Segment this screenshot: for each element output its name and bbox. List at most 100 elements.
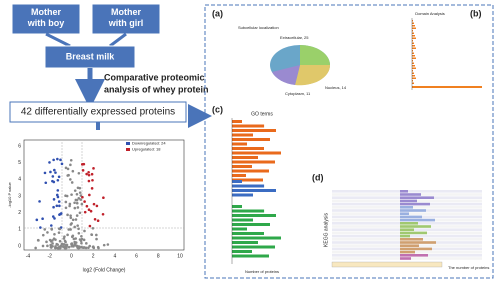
point bbox=[84, 246, 88, 250]
point bbox=[55, 193, 59, 197]
bar bbox=[400, 193, 421, 196]
bar bbox=[232, 232, 264, 235]
bar bbox=[412, 72, 414, 74]
point bbox=[77, 197, 81, 200]
point bbox=[64, 200, 68, 204]
point bbox=[88, 224, 92, 228]
y-tick-label: 4 bbox=[18, 177, 21, 183]
legend-swatch bbox=[126, 148, 130, 151]
bar bbox=[400, 254, 428, 257]
c-title: GO terms bbox=[251, 111, 273, 117]
bar bbox=[232, 189, 276, 192]
point bbox=[90, 187, 94, 190]
y-label: -log10 P value bbox=[7, 181, 12, 207]
bar bbox=[412, 60, 413, 62]
point bbox=[87, 179, 91, 183]
point bbox=[67, 173, 70, 177]
bar bbox=[232, 218, 253, 222]
point bbox=[35, 218, 39, 222]
tag: (d) bbox=[312, 172, 324, 182]
y-tick-label: 2 bbox=[18, 210, 21, 216]
bar bbox=[400, 257, 411, 260]
x-tick-label: 0 bbox=[70, 253, 73, 259]
point bbox=[78, 211, 82, 215]
point bbox=[74, 198, 78, 202]
point bbox=[75, 193, 79, 196]
point bbox=[102, 243, 106, 247]
bar bbox=[400, 199, 417, 203]
bar bbox=[232, 178, 263, 182]
point bbox=[54, 171, 57, 174]
point bbox=[49, 243, 52, 247]
bar bbox=[232, 160, 275, 164]
point bbox=[41, 244, 45, 248]
point bbox=[80, 241, 83, 245]
kegg-bars bbox=[331, 190, 482, 268]
bar bbox=[232, 184, 265, 188]
point bbox=[87, 208, 91, 212]
c-x-label: Number of proteins bbox=[245, 269, 279, 274]
point bbox=[73, 243, 77, 247]
point bbox=[49, 170, 52, 174]
point bbox=[51, 175, 55, 178]
arrow bbox=[109, 32, 127, 48]
point bbox=[36, 238, 40, 242]
go-bars bbox=[231, 118, 281, 264]
point bbox=[76, 206, 80, 209]
point bbox=[48, 161, 51, 164]
bar bbox=[232, 209, 265, 213]
domain-bars bbox=[411, 18, 482, 90]
pie-label: Extracellular, 25 bbox=[280, 35, 309, 40]
point bbox=[73, 240, 76, 244]
bar bbox=[412, 20, 413, 22]
arrow bbox=[45, 32, 71, 48]
point bbox=[78, 191, 82, 194]
bar bbox=[412, 52, 414, 54]
analysis: Comparative proteomic bbox=[104, 72, 205, 82]
point bbox=[69, 228, 72, 231]
point bbox=[71, 169, 75, 173]
point bbox=[45, 240, 48, 244]
x-tick-label: 4 bbox=[113, 253, 116, 259]
bar bbox=[412, 35, 415, 37]
bar bbox=[232, 174, 246, 177]
point bbox=[63, 235, 66, 238]
point bbox=[82, 238, 86, 242]
point bbox=[51, 242, 54, 245]
point bbox=[58, 239, 62, 243]
point bbox=[79, 239, 83, 243]
y-tick-label: 0 bbox=[18, 243, 21, 249]
point bbox=[60, 162, 64, 166]
bar bbox=[232, 193, 253, 197]
point bbox=[76, 186, 80, 190]
point bbox=[41, 233, 45, 237]
bar bbox=[232, 241, 258, 244]
y-tick-label: 1 bbox=[18, 227, 21, 233]
bar bbox=[232, 169, 269, 173]
x-tick-label: -4 bbox=[26, 253, 31, 259]
bar bbox=[412, 57, 416, 59]
point bbox=[80, 235, 83, 238]
b-title: Domain Analysis bbox=[415, 11, 445, 16]
point bbox=[64, 246, 67, 250]
bar bbox=[400, 218, 435, 222]
bar bbox=[412, 25, 415, 27]
point bbox=[79, 198, 83, 201]
point bbox=[57, 175, 61, 179]
point bbox=[83, 229, 86, 233]
bar bbox=[400, 250, 415, 254]
bar bbox=[400, 190, 408, 193]
legend: Downregulated: 24 bbox=[132, 141, 166, 146]
bar bbox=[232, 138, 270, 141]
point bbox=[71, 218, 75, 222]
point bbox=[38, 200, 41, 203]
point bbox=[87, 173, 91, 177]
point bbox=[58, 246, 62, 250]
point bbox=[91, 245, 95, 249]
bar bbox=[400, 196, 434, 199]
point bbox=[52, 158, 55, 162]
pie-label: Nucleus, 14 bbox=[325, 85, 347, 90]
bar bbox=[412, 27, 416, 29]
point bbox=[89, 209, 93, 213]
x-tick-label: 8 bbox=[157, 253, 160, 259]
